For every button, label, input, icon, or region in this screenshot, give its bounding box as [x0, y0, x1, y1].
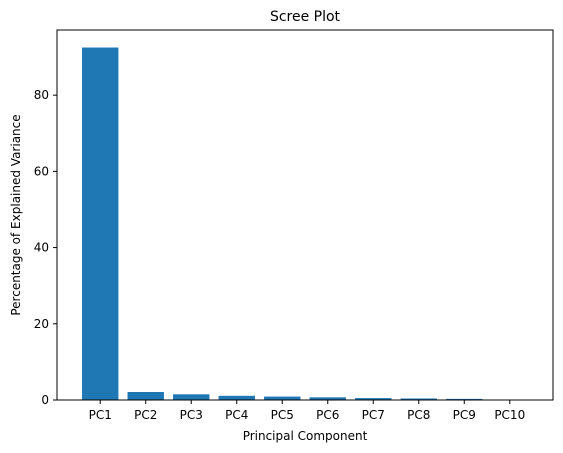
bar-pc8: [400, 398, 437, 400]
y-tick-label: 80: [34, 88, 49, 102]
x-tick-label: PC10: [494, 408, 525, 422]
bar-pc2: [127, 391, 164, 400]
bars-group: [82, 47, 528, 400]
y-axis-ticks: 0 20 40 60 80: [34, 88, 57, 407]
x-tick-label: PC7: [362, 408, 385, 422]
x-axis-label: Principal Component: [243, 429, 368, 443]
x-tick-label: PC3: [180, 408, 203, 422]
bar-pc3: [173, 394, 210, 400]
y-tick-label: 60: [34, 164, 49, 178]
y-tick-label: 40: [34, 241, 49, 255]
y-tick-label: 0: [41, 393, 49, 407]
x-tick-label: PC6: [316, 408, 339, 422]
axes-frame: [56, 29, 554, 401]
y-axis-label: Percentage of Explained Variance: [9, 114, 23, 315]
bar-pc1: [82, 47, 119, 400]
x-tick-label: PC2: [134, 408, 157, 422]
bar-pc4: [218, 395, 255, 400]
bar-pc6: [309, 397, 346, 400]
bar-pc7: [355, 398, 392, 400]
bar-pc9: [446, 398, 483, 400]
x-tick-label: PC5: [271, 408, 294, 422]
x-tick-label: PC8: [407, 408, 430, 422]
x-axis-ticks: PC1 PC2 PC3 PC4 PC5 PC6 PC7 PC8 PC9 PC10: [89, 400, 525, 422]
bar-pc5: [264, 396, 301, 400]
y-tick-label: 20: [34, 317, 49, 331]
x-tick-label: PC4: [225, 408, 248, 422]
x-tick-label: PC9: [453, 408, 476, 422]
chart-title: Scree Plot: [270, 9, 341, 25]
x-tick-label: PC1: [89, 408, 112, 422]
